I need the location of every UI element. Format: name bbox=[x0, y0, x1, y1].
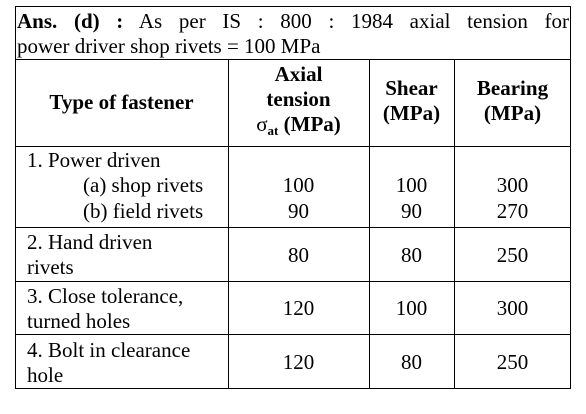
header-shear-line-2: (MPa) bbox=[382, 101, 441, 125]
row-1b-axial: 90 bbox=[288, 199, 309, 223]
row-2-shear: 80 bbox=[401, 243, 422, 267]
row-2-label-line-1: 2. Hand driven bbox=[27, 230, 153, 254]
header-axial-line-2: tension bbox=[266, 87, 331, 111]
row-1-label: 1. Power driven bbox=[27, 148, 161, 172]
row-4-label-line-1: 4. Bolt in clearance bbox=[27, 338, 191, 362]
row-2-bearing: 250 bbox=[496, 243, 529, 267]
answer-box bbox=[15, 6, 571, 389]
column-divider-3 bbox=[454, 59, 455, 389]
header-bottom-rule bbox=[15, 146, 571, 147]
row-3-label-line-1: 3. Close tolerance, bbox=[27, 284, 184, 308]
row-3-label: 3. Close tolerance, turned holes bbox=[27, 284, 183, 334]
row-3-label-line-2: turned holes bbox=[27, 309, 131, 333]
row-2-label: 2. Hand driven rivets bbox=[27, 230, 152, 280]
header-axial-line-3: σat (MPa) bbox=[228, 112, 369, 143]
header-type-of-fastener: Type of fastener bbox=[49, 90, 194, 114]
row-2-axial: 80 bbox=[288, 243, 309, 267]
answer-line-1: Ans. (d) : As per IS : 800 : 1984 axial … bbox=[17, 9, 569, 34]
sigma-subscript: at bbox=[267, 123, 279, 138]
row-1a-shear: 100 bbox=[395, 173, 428, 197]
row-1b-label: (b) field rivets bbox=[83, 199, 204, 223]
table-top-rule bbox=[15, 59, 571, 60]
column-divider-2 bbox=[369, 59, 370, 389]
row-2-bottom-rule bbox=[15, 281, 571, 282]
header-shear: Shear (MPa) bbox=[369, 76, 454, 126]
row-3-bottom-rule bbox=[15, 334, 571, 335]
header-bearing: Bearing (MPa) bbox=[454, 76, 571, 126]
row-4-axial: 120 bbox=[282, 350, 315, 374]
row-4-shear: 80 bbox=[401, 350, 422, 374]
column-divider-1 bbox=[228, 59, 229, 389]
row-4-label-line-2: hole bbox=[27, 363, 64, 387]
row-1b-bearing: 270 bbox=[496, 199, 529, 223]
row-3-axial: 120 bbox=[282, 296, 315, 320]
row-3-bearing: 300 bbox=[496, 296, 529, 320]
answer-line-1-text: As per IS : 800 : 1984 axial tension for bbox=[138, 9, 569, 33]
row-1b-shear: 90 bbox=[401, 199, 422, 223]
row-1a-bearing: 300 bbox=[496, 173, 529, 197]
row-1a-label: (a) shop rivets bbox=[83, 173, 204, 197]
answer-line-2: power driver shop rivets = 100 MPa bbox=[17, 34, 321, 58]
row-1a-axial: 100 bbox=[282, 173, 315, 197]
header-bearing-line-1: Bearing bbox=[476, 76, 549, 100]
row-1-bottom-rule bbox=[15, 227, 571, 228]
row-3-shear: 100 bbox=[395, 296, 428, 320]
row-4-bearing: 250 bbox=[496, 350, 529, 374]
header-bearing-line-2: (MPa) bbox=[483, 101, 542, 125]
sigma-symbol: σ bbox=[256, 112, 268, 136]
row-2-label-line-2: rivets bbox=[27, 255, 74, 279]
answer-prefix: Ans. (d) : bbox=[17, 9, 124, 33]
header-axial-unit: (MPa) bbox=[278, 112, 341, 136]
answer-text: Ans. (d) : As per IS : 800 : 1984 axial … bbox=[17, 9, 569, 59]
header-axial-tension: Axial tension σat (MPa) bbox=[228, 62, 369, 143]
row-4-label: 4. Bolt in clearance hole bbox=[27, 338, 190, 388]
header-axial-line-1: Axial bbox=[274, 62, 323, 86]
header-shear-line-1: Shear bbox=[385, 76, 438, 100]
